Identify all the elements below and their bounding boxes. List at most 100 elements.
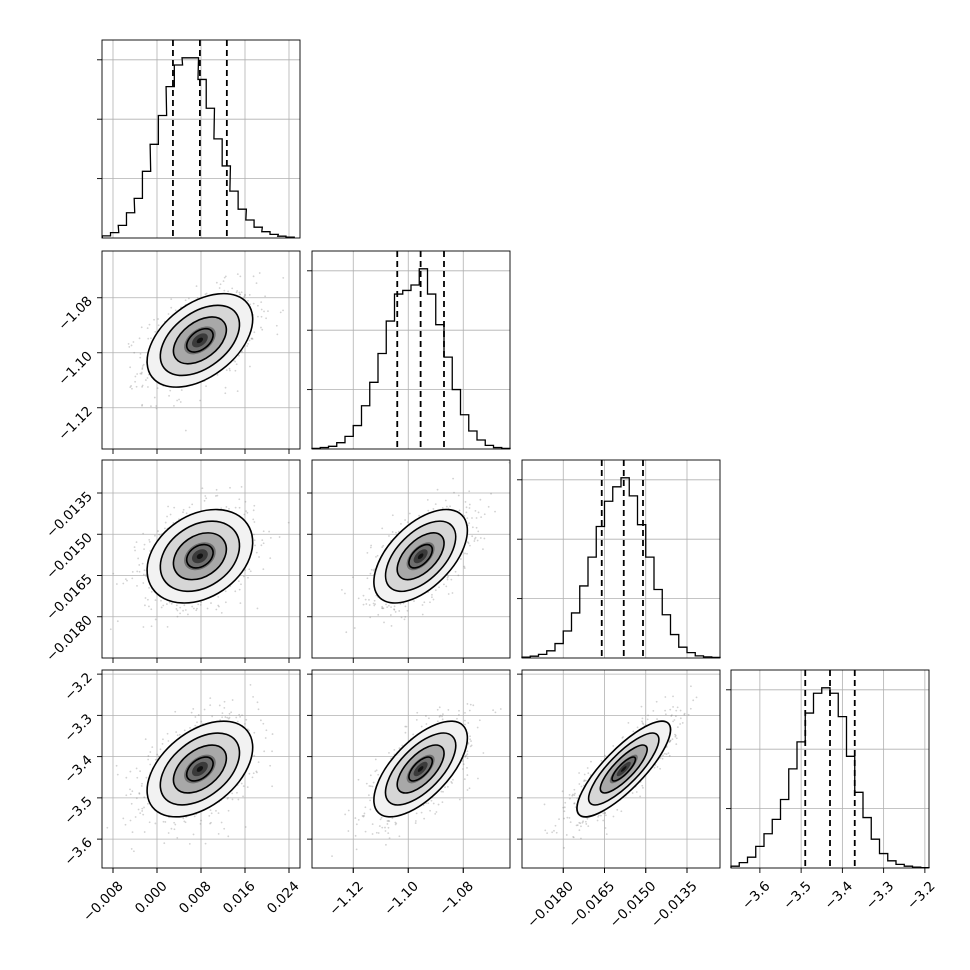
scatter-point xyxy=(393,605,396,608)
scatter-point xyxy=(597,815,599,818)
scatter-point xyxy=(147,758,150,761)
scatter-point xyxy=(401,744,404,747)
scatter-point xyxy=(160,606,163,609)
scatter-point xyxy=(142,573,145,576)
scatter-point xyxy=(390,606,392,609)
scatter-point xyxy=(452,778,454,781)
scatter-point xyxy=(464,711,466,714)
scatter-point xyxy=(566,816,569,819)
scatter-point xyxy=(253,504,256,507)
scatter-point xyxy=(663,752,666,755)
scatter-point xyxy=(200,601,202,604)
density-level-3-5 xyxy=(196,766,204,772)
scatter-point xyxy=(217,595,220,598)
scatter-point xyxy=(176,734,179,737)
scatter-point xyxy=(126,579,128,582)
scatter-point xyxy=(466,757,469,760)
scatter-point xyxy=(271,750,273,753)
scatter-point xyxy=(246,511,249,514)
scatter-point xyxy=(248,339,251,342)
scatter-point xyxy=(398,610,401,612)
scatter-point xyxy=(229,369,231,372)
scatter-point xyxy=(656,766,659,768)
scatter-point xyxy=(191,605,194,608)
scatter-point xyxy=(423,601,426,604)
scatter-point xyxy=(446,785,449,788)
scatter-point xyxy=(641,784,644,787)
scatter-point xyxy=(282,309,284,312)
scatter-point xyxy=(223,276,226,279)
scatter-point xyxy=(247,576,249,579)
scatter-point xyxy=(470,740,472,742)
scatter-point xyxy=(672,720,674,723)
scatter-point xyxy=(664,696,667,698)
scatter-point xyxy=(406,609,409,612)
scatter-point xyxy=(436,488,439,491)
scatter-point xyxy=(236,273,239,276)
scatter-point xyxy=(224,392,227,395)
scatter-point xyxy=(400,522,402,525)
scatter-point xyxy=(184,821,187,824)
scatter-point xyxy=(204,293,207,296)
scatter-point xyxy=(240,782,243,785)
scatter-point xyxy=(189,726,191,729)
scatter-point xyxy=(234,369,237,372)
scatter-point xyxy=(470,744,473,747)
scatter-point xyxy=(605,833,608,836)
scatter-point xyxy=(555,831,558,834)
scatter-point xyxy=(474,509,477,512)
scatter-point xyxy=(466,750,469,753)
scatter-point xyxy=(129,819,132,822)
scatter-point xyxy=(546,832,549,835)
scatter-point xyxy=(404,615,407,618)
scatter-point xyxy=(220,821,223,824)
scatter-point xyxy=(160,599,162,602)
histogram-panel-3 xyxy=(726,669,930,869)
scatter-point xyxy=(476,726,479,729)
scatter-point xyxy=(683,713,686,716)
scatter-point xyxy=(241,714,243,717)
scatter-point xyxy=(377,832,380,834)
scatter-point xyxy=(243,513,246,516)
scatter-point xyxy=(182,511,184,514)
scatter-point xyxy=(381,605,384,608)
histogram-panel-0 xyxy=(97,39,301,239)
scatter-point xyxy=(587,825,590,828)
scatter-point xyxy=(388,837,391,840)
scatter-point xyxy=(208,814,211,817)
scatter-point xyxy=(603,754,606,757)
scatter-point xyxy=(236,290,239,292)
scatter-point xyxy=(612,815,615,818)
scatter-point xyxy=(438,715,441,718)
scatter-point xyxy=(620,810,623,813)
scatter-point xyxy=(344,592,346,595)
scatter-point xyxy=(278,536,281,538)
scatter-point xyxy=(174,309,177,312)
scatter-point xyxy=(246,345,249,347)
scatter-point xyxy=(257,708,260,711)
scatter-point xyxy=(653,766,656,769)
y-tick-label-1-0: −1.12 xyxy=(55,403,96,444)
scatter-point xyxy=(480,516,483,518)
scatter-point xyxy=(435,811,438,813)
scatter-point xyxy=(347,830,350,832)
scatter-point xyxy=(231,792,234,795)
scatter-point xyxy=(469,735,471,738)
scatter-point xyxy=(167,313,170,315)
scatter-point xyxy=(255,770,258,773)
scatter-point xyxy=(562,806,565,809)
scatter-point xyxy=(345,631,348,634)
scatter-point xyxy=(144,604,146,607)
scatter-point xyxy=(142,626,145,628)
scatter-panel-0-3 xyxy=(97,669,301,873)
scatter-point xyxy=(490,492,492,495)
scatter-point xyxy=(262,530,265,533)
scatter-point xyxy=(679,717,682,720)
scatter-point xyxy=(391,817,394,820)
scatter-point xyxy=(647,714,649,717)
scatter-point xyxy=(209,697,212,700)
scatter-point xyxy=(665,746,668,748)
contour-0-2 xyxy=(159,304,241,377)
contour-2-0 xyxy=(408,543,434,569)
scatter-point xyxy=(131,387,133,390)
